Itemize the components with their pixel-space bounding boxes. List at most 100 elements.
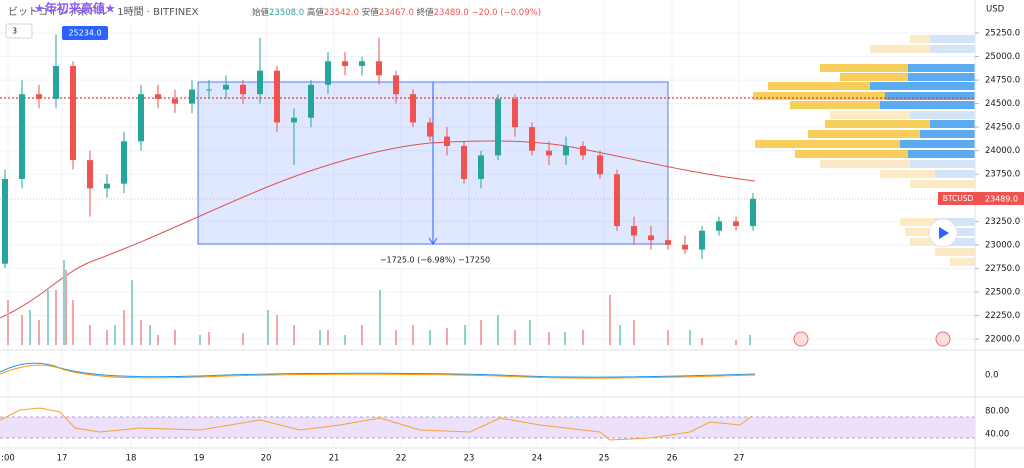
price-tick-label: 24000.0 [985, 146, 1020, 156]
time-tick-label: 24 [532, 454, 543, 464]
price-tick-label: 22000.0 [985, 335, 1020, 345]
candle-body [716, 221, 722, 231]
candle-body [240, 84, 246, 95]
time-tick-label: 27 [734, 454, 745, 464]
candle-body [546, 150, 552, 156]
candle-body [444, 136, 450, 146]
candle-body [665, 240, 671, 245]
symbol-tag-label: BTCUSD [943, 194, 974, 203]
candle-body [206, 89, 212, 91]
candle-body [342, 61, 348, 66]
indicator-count: 3 [12, 27, 17, 36]
price-tick-label: 23750.0 [985, 170, 1020, 180]
low: 23467.0 [379, 8, 414, 18]
time-tick-label: 26 [667, 454, 678, 464]
price-tick-label: 24500.0 [985, 99, 1020, 109]
candle-body [376, 61, 382, 76]
price-axis-unit: USD [986, 5, 1005, 15]
price-tick-label: 23250.0 [985, 217, 1020, 227]
ohlc: 始値23508.0 高値23542.0 安値23467.0 終値23489.0 … [252, 7, 541, 18]
high-tag-label: 25234.0 [68, 29, 101, 38]
high: 23542.0 [324, 8, 359, 18]
last-price-label: 23489.0 [985, 195, 1018, 204]
event-icon[interactable] [793, 331, 809, 347]
candle-body [36, 94, 42, 99]
candle-body [410, 94, 416, 123]
time-tick-label: 17 [57, 454, 68, 464]
candle-body [155, 94, 161, 99]
candle-body [53, 65, 59, 99]
indicator-toggle[interactable] [5, 23, 33, 39]
candle-body [478, 155, 484, 179]
candle-body [597, 155, 603, 175]
price-tick-label: 23000.0 [985, 240, 1020, 250]
candle-body [359, 61, 365, 66]
candle-body [512, 98, 518, 128]
volume [7, 260, 751, 345]
open: 23508.0 [269, 8, 304, 18]
signal-line [0, 364, 756, 379]
measure-label: −1725.0 (−6.98%) −17250 [380, 256, 490, 265]
rsi-lower-label: 40.00 [985, 430, 1009, 440]
candle-body [223, 84, 229, 90]
candle-body [495, 98, 501, 156]
candle-body [308, 84, 314, 118]
time-tick-label: 23 [464, 454, 475, 464]
rsi-band [0, 417, 975, 438]
candle-body [325, 61, 331, 85]
open-label: 始値 [252, 7, 270, 18]
change: −20.0 (−0.09%) [472, 8, 542, 18]
candles [2, 34, 756, 269]
price-tick-label: 22500.0 [985, 287, 1020, 297]
candle-body [682, 244, 688, 250]
candle-body [461, 145, 467, 179]
header-bg [0, 0, 240, 22]
price-tick-label: 25250.0 [985, 29, 1020, 39]
candle-body [393, 75, 399, 95]
candle-body [121, 141, 127, 184]
price-tick-label: 24250.0 [985, 123, 1020, 133]
macd-axis-label: 0.0 [985, 371, 999, 381]
candle-body [87, 160, 93, 189]
low-label: 安値 [362, 7, 380, 18]
candle-body [580, 145, 586, 156]
time-tick-label: 21 [329, 454, 340, 464]
candle-body [563, 145, 569, 156]
close-label: 終値 [417, 7, 435, 18]
event-icon[interactable] [935, 331, 951, 347]
time-tick-label: 18 [126, 454, 137, 464]
price-tick-label: 25000.0 [985, 52, 1020, 62]
time-tick-label: 20 [261, 454, 272, 464]
time-tick-label: :00 [1, 454, 15, 464]
symbol: ビットコイン / 米ドル · 1時間 · BITFINEX [8, 5, 199, 18]
candle-body [614, 174, 620, 227]
rsi-line [0, 407, 753, 441]
candle-body [529, 127, 535, 151]
time-tick-label: 22 [396, 454, 407, 464]
measure-arrow-head [428, 237, 438, 245]
play-icon [939, 227, 949, 239]
candle-body [257, 70, 263, 95]
price-tick-label: 22750.0 [985, 264, 1020, 274]
candle-body [733, 221, 739, 227]
price-axis: 25250.0 25000.0 24750.0 24500.0 24250.0 24000… [975, 29, 1020, 345]
time-tick-label: 19 [194, 454, 205, 464]
price-tick-label: 22250.0 [985, 311, 1020, 321]
candle-body [138, 94, 144, 142]
candle-body [2, 178, 8, 264]
candle-body [631, 226, 637, 236]
candle-body [699, 230, 705, 250]
candle-body [70, 65, 76, 161]
high-tag [62, 26, 108, 40]
candle-body [172, 98, 178, 104]
price-tick-label: 24750.0 [985, 76, 1020, 86]
time-tick-label: 25 [599, 454, 610, 464]
candle-body [427, 122, 433, 137]
candle-body [750, 198, 756, 227]
badge: ★年初来高値★ [34, 1, 116, 16]
close: 23489.0 [434, 8, 469, 18]
symbol-tag [938, 192, 978, 205]
candle-body [189, 89, 195, 104]
candle-body [291, 117, 297, 123]
